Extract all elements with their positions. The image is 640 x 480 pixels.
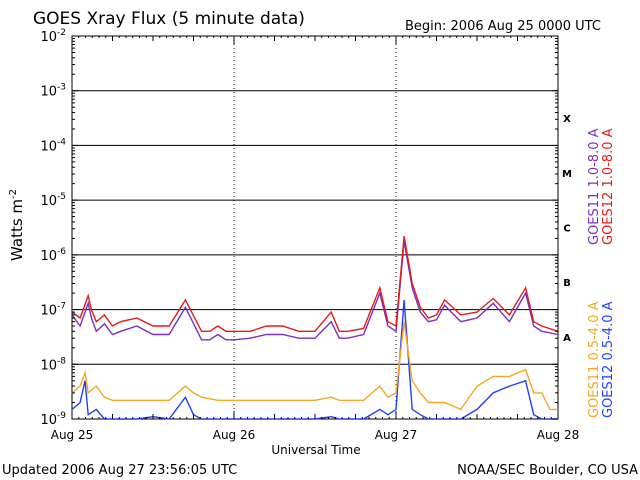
- x-tick-label: Aug 25: [51, 428, 94, 442]
- y-axis-label-text: Watts m: [8, 199, 26, 261]
- footer-updated: Updated 2006 Aug 27 23:56:05 UTC: [2, 463, 237, 478]
- x-tick-label: Aug 26: [213, 428, 256, 442]
- plot-area: [71, 35, 559, 420]
- legend-item: GOES11 1.0-8.0 A: [587, 128, 602, 245]
- flare-class-label: B: [563, 278, 571, 289]
- y-tick-label: 10-9: [40, 411, 66, 428]
- plot-frame: [71, 35, 559, 420]
- legend-item: GOES11 0.5-4.0 A: [587, 301, 602, 418]
- x-axis-label: Universal Time: [271, 443, 360, 457]
- y-tick-label: 10-8: [40, 356, 66, 373]
- x-tick-label: Aug 28: [537, 428, 580, 442]
- series-group: [71, 235, 559, 420]
- svg-text:Watts m-2: Watts m-2: [8, 189, 26, 261]
- series-line: [71, 240, 559, 341]
- y-tick-label: 10-2: [40, 28, 66, 45]
- flare-class-label: X: [563, 114, 571, 125]
- y-axis-label: Watts m-2: [8, 189, 26, 261]
- flare-class-label: C: [563, 224, 570, 235]
- footer-credit: NOAA/SEC Boulder, CO USA: [457, 463, 638, 478]
- chart-title: GOES Xray Flux (5 minute data): [33, 9, 305, 29]
- y-tick-label: 10-3: [40, 83, 66, 100]
- x-tick-label: Aug 27: [375, 428, 418, 442]
- y-tick-label: 10-6: [40, 247, 66, 264]
- y-tick-label: 10-5: [40, 192, 66, 209]
- legend: GOES11 1.0-8.0 A GOES12 1.0-8.0 A GOES11 0…: [587, 128, 616, 418]
- axes: 10-9 10-8 10-7 10-6 10-5 10-4 10-3 10-2 Aug 25 Au…: [40, 28, 579, 442]
- grid: [72, 36, 558, 419]
- flare-class-label: A: [563, 333, 571, 344]
- begin-label: Begin: 2006 Aug 25 0000 UTC: [405, 19, 601, 34]
- y-tick-label: 10-4: [40, 137, 66, 154]
- flare-class-label: M: [562, 169, 572, 180]
- legend-item: GOES12 1.0-8.0 A: [601, 128, 616, 245]
- series-line: [71, 321, 558, 411]
- y-axis-label-exponent: -2: [8, 189, 19, 199]
- legend-item: GOES12 0.5-4.0 A: [601, 301, 616, 418]
- series-line: [71, 235, 559, 332]
- series-line: [71, 299, 558, 420]
- y-tick-label: 10-7: [40, 302, 66, 319]
